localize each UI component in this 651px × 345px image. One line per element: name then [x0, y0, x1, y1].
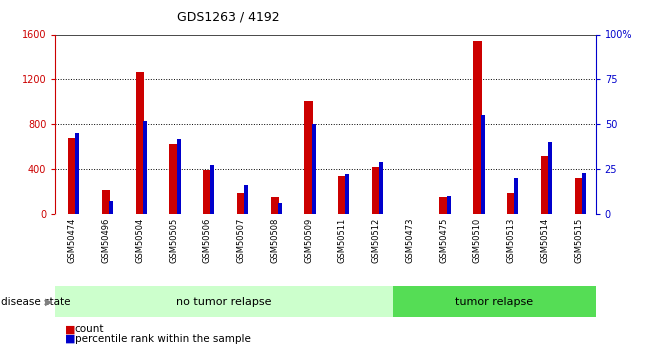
Bar: [176, 139, 180, 214]
Bar: [548, 142, 552, 214]
Bar: [271, 197, 279, 214]
Text: GSM50496: GSM50496: [102, 218, 111, 263]
Text: count: count: [75, 325, 104, 334]
Bar: [237, 193, 245, 214]
Bar: [480, 115, 484, 214]
Bar: [439, 197, 448, 214]
Text: tumor relapse: tumor relapse: [455, 297, 533, 307]
Bar: [244, 185, 248, 214]
Text: GSM50514: GSM50514: [540, 218, 549, 263]
Text: GSM50473: GSM50473: [406, 218, 415, 263]
Text: GSM50508: GSM50508: [270, 218, 279, 263]
Text: GSM50511: GSM50511: [338, 218, 347, 263]
Text: GSM50510: GSM50510: [473, 218, 482, 263]
Bar: [447, 196, 450, 214]
Bar: [507, 193, 516, 214]
Text: no tumor relapse: no tumor relapse: [176, 297, 272, 307]
Text: GDS1263 / 4192: GDS1263 / 4192: [176, 10, 279, 23]
Bar: [312, 124, 316, 214]
Bar: [338, 176, 346, 214]
Text: GSM50474: GSM50474: [68, 218, 77, 263]
Text: GSM50513: GSM50513: [506, 218, 516, 263]
Bar: [102, 190, 110, 214]
Bar: [278, 203, 282, 214]
Bar: [379, 162, 383, 214]
Text: ▶: ▶: [45, 297, 53, 307]
Text: percentile rank within the sample: percentile rank within the sample: [75, 334, 251, 344]
Text: GSM50512: GSM50512: [372, 218, 381, 263]
Bar: [210, 166, 214, 214]
Text: GSM50504: GSM50504: [135, 218, 145, 263]
Bar: [203, 170, 212, 214]
Bar: [135, 71, 144, 214]
Text: GSM50507: GSM50507: [236, 218, 245, 263]
Bar: [372, 167, 380, 214]
Bar: [473, 41, 482, 214]
Text: GSM50475: GSM50475: [439, 218, 448, 263]
Bar: [393, 286, 596, 317]
Text: ■: ■: [65, 325, 76, 334]
Bar: [575, 178, 583, 214]
Text: GSM50506: GSM50506: [203, 218, 212, 263]
Bar: [76, 133, 79, 214]
Text: GSM50505: GSM50505: [169, 218, 178, 263]
Bar: [169, 144, 178, 214]
Bar: [68, 138, 76, 214]
Text: ■: ■: [65, 334, 76, 344]
Text: disease state: disease state: [1, 297, 71, 307]
Bar: [143, 121, 147, 214]
Bar: [346, 175, 350, 214]
Bar: [541, 156, 549, 214]
Text: GSM50509: GSM50509: [304, 218, 313, 263]
Bar: [582, 172, 586, 214]
Bar: [55, 286, 393, 317]
Bar: [514, 178, 518, 214]
Bar: [305, 101, 313, 214]
Text: GSM50515: GSM50515: [574, 218, 583, 263]
Bar: [109, 201, 113, 214]
